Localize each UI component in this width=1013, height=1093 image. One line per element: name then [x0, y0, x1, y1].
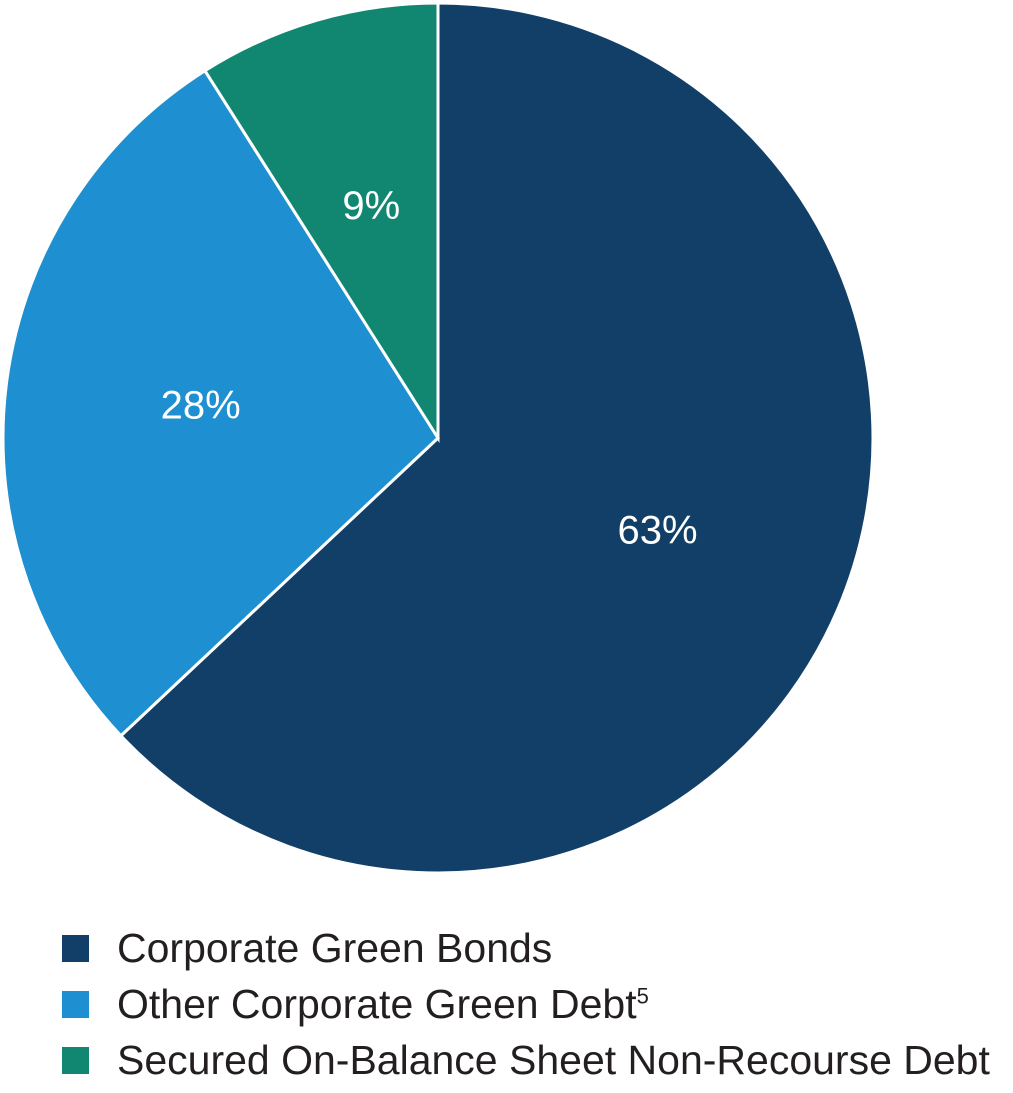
- pie-slice-other-corporate-green-debt: [1, 68, 440, 738]
- footnote-marker: 5: [636, 982, 649, 1008]
- legend-item-secured-non-recourse-debt: Secured On-Balance Sheet Non-Recourse De…: [62, 1032, 1007, 1088]
- legend: Corporate Green Bonds Other Corporate Gr…: [62, 920, 1007, 1088]
- legend-swatch-corporate-green-bonds: [62, 934, 89, 962]
- pie-chart: 63% 28% 9%: [1, 1, 875, 875]
- pie-slice-corporate-green-bonds: [118, 1, 875, 875]
- legend-item-corporate-green-bonds: Corporate Green Bonds: [62, 920, 1007, 976]
- pie-slice-label-secured-non-recourse-debt: 9%: [342, 184, 400, 228]
- legend-item-other-corporate-green-debt: Other Corporate Green Debt5: [62, 976, 1007, 1032]
- legend-label-corporate-green-bonds: Corporate Green Bonds: [117, 924, 553, 971]
- legend-swatch-other-corporate-green-debt: [62, 990, 89, 1018]
- legend-swatch-secured-non-recourse-debt: [62, 1046, 89, 1074]
- legend-label-secured-non-recourse-debt: Secured On-Balance Sheet Non-Recourse De…: [117, 1036, 990, 1083]
- pie-slice-label-other-corporate-green-debt: 28%: [161, 384, 241, 428]
- pie-slices: [1, 1, 875, 875]
- pie-slice-labels: 63% 28% 9%: [161, 184, 698, 553]
- legend-label-other-corporate-green-debt: Other Corporate Green Debt5: [117, 980, 649, 1027]
- pie-slice-label-corporate-green-bonds: 63%: [618, 509, 698, 553]
- pie-slice-secured-non-recourse-debt: [202, 1, 440, 444]
